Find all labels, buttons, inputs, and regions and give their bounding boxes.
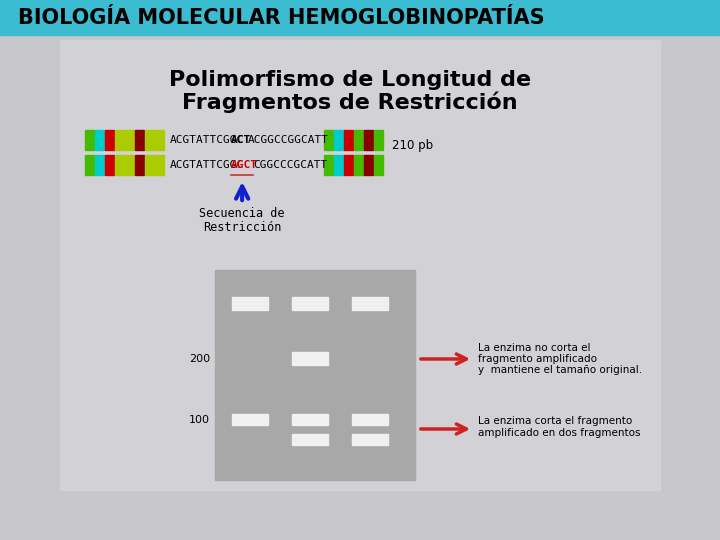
Text: 100: 100 [189,415,210,425]
Text: 200: 200 [189,354,210,364]
Bar [215,270,415,480]
Bar [155,155,164,175]
Bar [105,155,114,175]
Text: ACGTATTCGGC: ACGTATTCGGC [170,160,244,170]
Text: La enzima no corta el: La enzima no corta el [478,343,590,353]
Bar [374,155,383,175]
Text: y  mantiene el tamaño original.: y mantiene el tamaño original. [478,365,642,375]
Bar [85,130,94,150]
Text: amplificado en dos fragmentos: amplificado en dos fragmentos [478,428,641,438]
Bar [324,130,333,150]
Bar [352,297,388,310]
Bar [145,130,154,150]
Bar [334,130,343,150]
Text: BIOLOGÍA MOLECULAR HEMOGLOBINOPATÍAS: BIOLOGÍA MOLECULAR HEMOGLOBINOPATÍAS [18,8,544,28]
Bar [135,130,144,150]
Bar [354,155,363,175]
Bar [374,130,383,150]
Bar [352,434,388,445]
Bar [125,155,134,175]
Bar [115,130,124,150]
Bar [232,414,268,425]
Text: AGCT: AGCT [231,160,258,170]
Bar [105,130,114,150]
Bar [344,130,353,150]
Text: 210 pb: 210 pb [392,138,433,152]
Bar [95,130,104,150]
Bar [145,155,154,175]
Text: CGGCCCGCATT: CGGCCCGCATT [253,160,328,170]
Bar [324,155,333,175]
Bar [135,155,144,175]
Bar [125,130,134,150]
Bar [60,40,660,490]
Bar [115,155,124,175]
Bar [352,414,388,425]
Bar [85,155,94,175]
Text: ACGTATTCGGC: ACGTATTCGGC [170,135,244,145]
Bar [292,297,328,310]
Bar [95,155,104,175]
Bar [292,352,328,365]
Bar [155,130,164,150]
Text: La enzima corta el fragmento: La enzima corta el fragmento [478,416,632,426]
Text: fragmento amplificado: fragmento amplificado [478,354,597,364]
Bar [292,414,328,425]
Bar [334,155,343,175]
Text: Restricción: Restricción [203,221,282,234]
Bar [364,130,373,150]
Bar [232,297,268,310]
Text: Polimorfismo de Longitud de: Polimorfismo de Longitud de [169,70,531,90]
Bar [0,0,720,35]
Text: ACGGCCGGCATT: ACGGCCGGCATT [248,135,329,145]
Bar [354,130,363,150]
Bar [292,434,328,445]
Text: ACT: ACT [231,135,251,145]
Text: Fragmentos de Restricción: Fragmentos de Restricción [182,91,518,113]
Text: Secuencia de: Secuencia de [199,207,285,220]
Bar [344,155,353,175]
Bar [364,155,373,175]
